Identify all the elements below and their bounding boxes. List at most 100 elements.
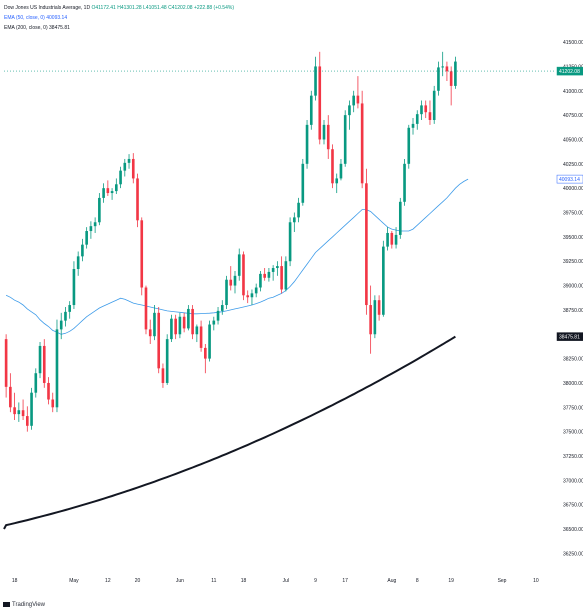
candle-body	[386, 232, 389, 247]
price-label-box	[556, 332, 583, 341]
candle-body	[140, 220, 144, 288]
candle-body	[428, 112, 432, 120]
tradingview-logo[interactable]: TradingView	[3, 601, 45, 608]
candle-body	[356, 95, 360, 104]
legend-ema50[interactable]: EMA (50, close, 0) 40093.14	[4, 15, 68, 21]
candle-body	[30, 392, 33, 426]
candle-body	[153, 312, 156, 337]
candle-body	[271, 268, 275, 272]
x-tick-label: 18	[241, 578, 247, 584]
y-tick-label: 38750.00	[563, 308, 583, 314]
candle-body	[64, 311, 67, 321]
candle-body	[47, 382, 50, 400]
candle-body	[411, 123, 415, 128]
candle-body	[229, 279, 233, 286]
candle-body	[123, 162, 127, 171]
y-tick-label: 37750.00	[563, 405, 583, 411]
candle-body	[212, 320, 216, 325]
x-tick-label: Aug	[387, 578, 396, 584]
candle-body	[254, 287, 258, 294]
y-tick-label: 37000.00	[563, 478, 583, 484]
candle-body	[34, 373, 38, 393]
candle-body	[403, 163, 406, 202]
y-tick-label: 41500.00	[563, 40, 583, 46]
candle-body	[309, 95, 313, 125]
candle-body	[237, 254, 241, 276]
x-tick-label: 18	[12, 578, 18, 584]
y-tick-label: 40000.00	[563, 186, 583, 192]
candle-body	[191, 308, 194, 335]
price-axis[interactable]: 41500.0041250.0041000.0040750.0040500.00…	[563, 40, 583, 557]
candle-body	[305, 124, 309, 164]
candle-body	[106, 188, 110, 194]
candle-body	[437, 67, 440, 91]
candle-body	[322, 124, 326, 140]
candle-body	[318, 66, 322, 140]
candle-body	[233, 275, 237, 286]
price-label-box	[556, 174, 583, 184]
candle-body	[348, 105, 351, 116]
price-label-text: 40093.14	[559, 177, 580, 183]
candle-body	[4, 339, 8, 387]
candle-body	[432, 90, 436, 120]
legend-ema200[interactable]: EMA (200, close, 0) 38475.81	[4, 25, 70, 31]
y-tick-label: 36250.00	[563, 551, 583, 557]
candle-body	[72, 269, 76, 306]
symbol-title[interactable]: Dow Jones US Industrials Average, 1D	[4, 5, 91, 11]
candle-body	[85, 231, 88, 245]
candle-body	[148, 329, 152, 337]
candle-body	[441, 66, 444, 68]
candle-body	[420, 105, 423, 115]
x-tick-label: 19	[448, 578, 454, 584]
y-tick-label: 38250.00	[563, 357, 583, 363]
candle-body	[284, 261, 288, 290]
candles-layer	[4, 51, 457, 432]
candle-body	[182, 316, 186, 329]
y-tick-label: 39500.00	[563, 235, 583, 241]
candle-body	[204, 347, 207, 359]
price-label-box	[556, 66, 583, 76]
candle-body	[394, 234, 398, 245]
candle-body	[250, 293, 254, 298]
candle-body	[360, 103, 364, 184]
candle-body	[55, 329, 59, 408]
candle-body	[9, 386, 12, 408]
candle-body	[293, 217, 296, 223]
y-tick-label: 41000.00	[563, 89, 583, 95]
candle-body	[276, 266, 279, 269]
candle-body	[42, 345, 46, 383]
price-label-text: 41202.08	[559, 69, 580, 75]
candle-body	[225, 279, 228, 306]
y-tick-label: 39750.00	[563, 211, 583, 217]
x-tick-label: 20	[135, 578, 141, 584]
ema50-layer	[5, 178, 469, 335]
time-axis[interactable]: 18 May 12 20 Jun 11 18 Jul 9 17 Aug 8 19 Sep 10	[12, 578, 539, 584]
candle-body	[119, 170, 122, 185]
y-tick-label: 38000.00	[563, 381, 583, 387]
candle-body	[89, 226, 93, 232]
price-label-text: 38475.81	[559, 335, 580, 341]
candle-body	[220, 305, 224, 311]
candle-body	[267, 271, 271, 278]
chart-legend: Dow Jones US Industrials Average, 1D O41…	[4, 3, 234, 33]
candle-body	[102, 188, 105, 198]
candle-body	[81, 244, 84, 257]
candle-body	[352, 95, 355, 106]
candle-body	[424, 105, 428, 113]
candle-body	[38, 345, 42, 374]
y-tick-label: 40250.00	[563, 162, 583, 168]
candle-body	[127, 158, 131, 163]
x-tick-label: 8	[416, 578, 419, 584]
candle-body	[343, 115, 347, 164]
candle-body	[17, 410, 21, 415]
x-tick-label: May	[69, 578, 79, 584]
candle-body	[369, 305, 372, 335]
candle-body	[195, 326, 199, 335]
ema200-layer	[3, 335, 456, 530]
candle-body	[314, 66, 317, 96]
candle-body	[98, 197, 101, 223]
candle-body	[93, 222, 97, 227]
y-tick-label: 40750.00	[563, 113, 583, 119]
ohlc-values: O41172.41 H41301.28 L41051.48 C41202.08 …	[91, 5, 234, 11]
